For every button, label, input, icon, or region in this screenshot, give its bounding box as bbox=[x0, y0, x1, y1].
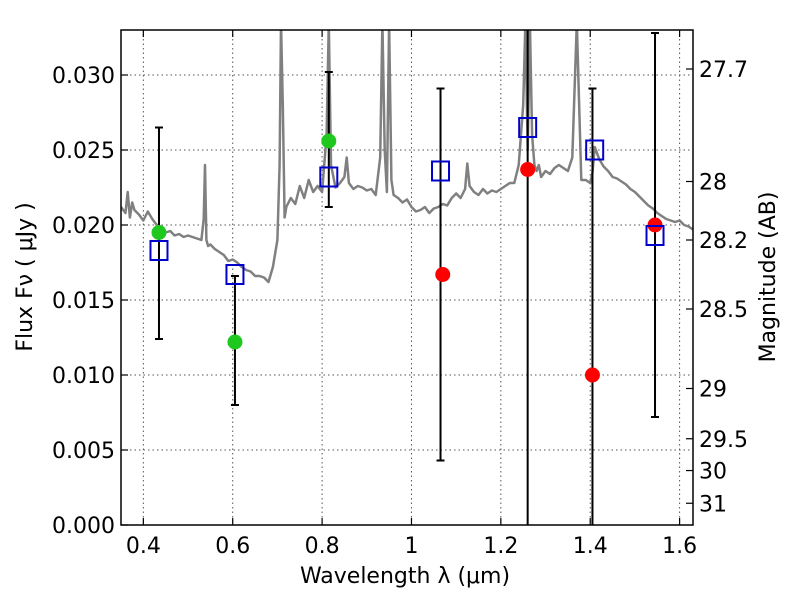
y-tick-label: 0.030 bbox=[52, 64, 115, 89]
spectrum-layer bbox=[121, 30, 693, 284]
right-tick-label: 29.5 bbox=[699, 428, 748, 453]
data-point-square bbox=[225, 264, 245, 285]
y-axis-label-left: Flux Fν ( μJy ) bbox=[13, 202, 38, 351]
y-tick-label: 0.015 bbox=[52, 289, 115, 314]
x-tick-label: 1 bbox=[404, 534, 418, 559]
right-tick-label: 29 bbox=[699, 378, 727, 403]
y-tick-label: 0.000 bbox=[52, 514, 115, 539]
data-point-circle bbox=[435, 267, 451, 282]
data-point-square bbox=[431, 160, 451, 182]
y-tick-label: 0.025 bbox=[52, 139, 115, 164]
y-tick-label: 0.010 bbox=[52, 364, 115, 389]
right-tick-label: 31 bbox=[699, 492, 727, 517]
right-tick-label: 28 bbox=[699, 171, 727, 196]
data-point-circle bbox=[321, 133, 337, 149]
plot-frame bbox=[120, 29, 694, 526]
data-point-square bbox=[645, 225, 665, 246]
x-tick-label: 1.2 bbox=[483, 534, 518, 559]
data-point-circle bbox=[584, 367, 600, 383]
x-axis-label: Wavelength λ (μm) bbox=[300, 564, 510, 589]
data-point-square bbox=[518, 117, 538, 138]
x-tick-label: 1.4 bbox=[573, 534, 608, 559]
x-tick-label: 0.6 bbox=[215, 534, 250, 559]
x-tick-label: 0.4 bbox=[126, 534, 161, 559]
marker-layer bbox=[149, 117, 665, 383]
y-tick-label: 0.005 bbox=[52, 439, 115, 464]
data-point-circle bbox=[520, 162, 536, 177]
data-point-square bbox=[319, 166, 339, 188]
x-tick-label: 1.6 bbox=[662, 534, 697, 559]
y-tick-label: 0.020 bbox=[52, 214, 115, 239]
right-tick-label: 27.7 bbox=[699, 58, 748, 83]
ticks: 0.4 0.6 0.8 1 1.2 1.4 1.6 0.000 0.005 0.010 0.015 0… bbox=[52, 30, 748, 559]
errorbar-layer bbox=[154, 30, 660, 525]
y-axis-label-right: Magnitude (AB) bbox=[756, 192, 781, 363]
data-point-square bbox=[149, 240, 169, 261]
data-point-circle bbox=[227, 334, 243, 350]
right-tick-label: 28.2 bbox=[699, 229, 748, 254]
data-point-circle bbox=[151, 225, 167, 240]
grid bbox=[121, 30, 693, 525]
data-point-square bbox=[585, 139, 605, 161]
x-tick-label: 0.8 bbox=[305, 534, 340, 559]
spectrum-line bbox=[121, 30, 693, 284]
right-tick-label: 30 bbox=[699, 460, 727, 485]
right-tick-label: 28.5 bbox=[699, 298, 748, 323]
